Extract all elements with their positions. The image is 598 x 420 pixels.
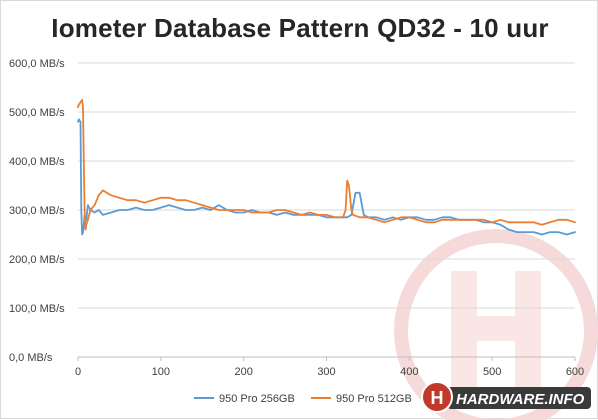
watermark-badge-bg [447,387,591,409]
watermark-logo [394,229,598,420]
y-tick-label: 600,0 MB/s [9,58,65,70]
y-tick-label: 0,0 MB/s [9,352,53,364]
y-tick-label: 200,0 MB/s [9,254,65,266]
x-tick-label: 600 [566,366,584,378]
legend-label: 950 Pro 512GB [336,393,412,405]
y-tick-label: 300,0 MB/s [9,205,65,217]
legend: 950 Pro 256GB 950 Pro 512GB [194,393,412,405]
watermark-circle [421,381,453,413]
watermark-letter: H [431,388,444,408]
y-tick-label: 400,0 MB/s [9,156,65,168]
y-tick-label: 100,0 MB/s [9,303,65,315]
x-tick-label: 200 [234,366,252,378]
y-tick-label: 500,0 MB/s [9,107,65,119]
watermark-badge: H HARDWARE.INFO [421,381,591,413]
x-tick-label: 0 [75,366,81,378]
watermark-h-shape [451,271,541,391]
watermark-text: HARDWARE.INFO [456,391,585,408]
chart-title: Iometer Database Pattern QD32 - 10 uur [51,13,549,43]
x-tick-label: 100 [152,366,170,378]
series-line-1 [77,118,576,236]
series-line-2 [77,98,576,231]
x-tick-label: 300 [317,366,335,378]
watermark-ring [394,229,598,420]
series-lines [77,98,576,236]
axes: 0,0 MB/s 100,0 MB/s 200,0 MB/s 300,0 MB/s 40… [9,58,584,378]
x-tick-label: 400 [400,366,418,378]
x-tick-label: 500 [483,366,501,378]
gridlines [78,62,575,309]
legend-label: 950 Pro 256GB [219,393,295,405]
